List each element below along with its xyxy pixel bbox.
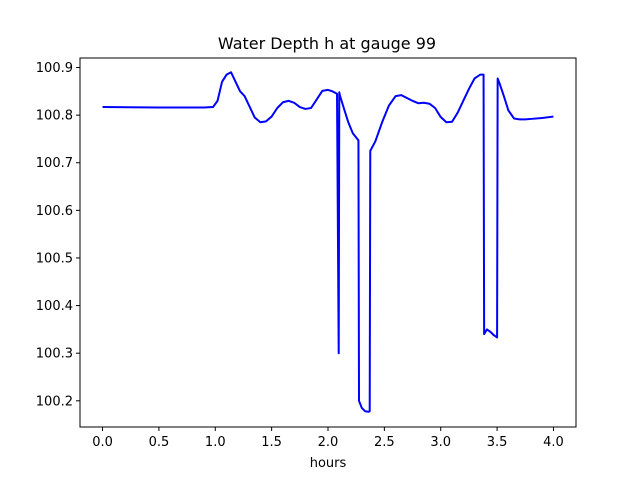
plot-frame	[79, 57, 577, 428]
x-axis-label: hours	[310, 456, 347, 471]
x-tick-label: 0.0	[92, 435, 113, 450]
y-tick-label: 100.3	[36, 347, 73, 362]
x-tick-label: 2.0	[318, 435, 339, 450]
x-tick-label: 1.0	[205, 435, 226, 450]
y-tick-label: 100.8	[36, 109, 73, 124]
chart-title: Water Depth h at gauge 99	[218, 34, 436, 53]
plot-area	[102, 71, 554, 413]
y-axis: 100.2 100.3 100.4 100.5 100.6 100.7 100.8 100.9	[36, 61, 80, 409]
x-tick-label: 0.5	[149, 435, 170, 450]
series-line-0	[102, 71, 554, 413]
y-tick-label: 100.5	[36, 251, 73, 266]
y-tick-label: 100.6	[36, 204, 73, 219]
x-tick-label: 4.0	[543, 435, 564, 450]
x-tick-label: 3.0	[430, 435, 451, 450]
y-tick-label: 100.2	[36, 394, 73, 409]
y-tick-label: 100.4	[36, 299, 73, 314]
x-tick-label: 1.5	[261, 435, 282, 450]
y-tick-label: 100.9	[36, 61, 73, 76]
x-axis: 0.0 0.5 1.0 1.5 2.0 2.5 3.0 3.5 4.0	[92, 427, 564, 450]
x-tick-label: 2.5	[374, 435, 395, 450]
x-tick-label: 3.5	[487, 435, 508, 450]
y-tick-label: 100.7	[36, 156, 73, 171]
